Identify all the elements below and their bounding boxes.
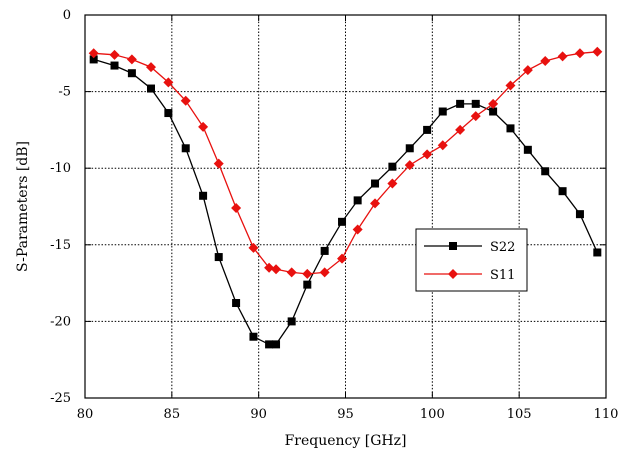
data-point-s22: [265, 340, 274, 349]
data-point-s11: [422, 149, 433, 160]
data-point-s22: [272, 340, 281, 349]
data-point-s11: [557, 51, 568, 62]
x-tick-labels: 80 85 90 95 100 105 110: [77, 407, 619, 422]
data-point-s22: [593, 248, 602, 257]
data-point-s11: [163, 77, 174, 88]
data-point-s11: [505, 80, 516, 91]
data-point-s11: [180, 95, 191, 106]
data-point-s11: [248, 242, 259, 253]
data-point-s11: [213, 158, 224, 169]
legend: S22 S11: [415, 228, 528, 292]
data-point-s22: [338, 217, 347, 226]
data-point-s22: [438, 107, 447, 116]
legend-marker-s22: [449, 242, 457, 250]
x-tick-label: 100: [420, 407, 445, 422]
legend-marker-shape: [448, 269, 458, 279]
x-tick-label: 95: [337, 407, 354, 422]
data-point-s22: [110, 61, 119, 70]
series-s22: [89, 55, 602, 349]
data-point-s11: [455, 124, 466, 135]
data-point-s22: [214, 253, 223, 262]
series-s11: [88, 46, 603, 279]
data-point-s11: [109, 49, 120, 60]
data-point-s11: [126, 54, 137, 65]
data-point-s11: [370, 198, 381, 209]
data-point-s22: [405, 144, 414, 153]
x-tick-label: 105: [507, 407, 532, 422]
y-tick-label: -20: [50, 314, 71, 329]
data-point-s22: [287, 317, 296, 326]
data-point-s11: [540, 55, 551, 66]
data-point-s22: [489, 107, 498, 116]
data-point-s11: [470, 111, 481, 122]
series-layer: [88, 46, 603, 349]
data-point-s11: [574, 48, 585, 59]
data-point-s22: [146, 84, 155, 93]
data-point-s22: [127, 69, 136, 78]
data-point-s22: [303, 280, 312, 289]
data-point-s22: [232, 299, 241, 308]
y-axis-label: S-Parameters [dB]: [15, 141, 31, 272]
y-tick-label: 0: [63, 8, 71, 23]
data-point-s11: [319, 267, 330, 278]
grid-lines: [85, 15, 606, 398]
data-point-s22: [506, 124, 515, 133]
data-point-s22: [353, 196, 362, 205]
y-tick-label: -25: [50, 391, 71, 406]
data-point-s22: [181, 144, 190, 153]
legend-label-s11: S11: [490, 268, 515, 283]
data-point-s22: [471, 99, 480, 108]
data-point-s11: [592, 46, 603, 57]
data-point-s11: [387, 178, 398, 189]
y-tick-label: -5: [58, 85, 71, 100]
axis-ticks: [84, 14, 607, 399]
data-point-s22: [575, 210, 584, 219]
legend-box: [415, 228, 528, 292]
y-tick-label: -15: [50, 238, 71, 253]
x-tick-label: 110: [594, 407, 619, 422]
y-tick-label: -10: [50, 161, 71, 176]
data-point-s22: [320, 246, 329, 255]
data-point-s11: [437, 140, 448, 151]
data-point-s11: [404, 160, 415, 171]
data-point-s11: [352, 224, 363, 235]
data-point-s22: [199, 191, 208, 200]
x-tick-label: 85: [164, 407, 181, 422]
data-point-s22: [423, 125, 432, 134]
legend-marker-s11: [448, 269, 458, 279]
data-point-s22: [456, 99, 465, 108]
data-point-s11: [302, 268, 313, 279]
data-point-s22: [164, 109, 173, 118]
data-point-s11: [271, 264, 282, 275]
data-point-s11: [198, 121, 209, 132]
data-point-s22: [523, 145, 532, 154]
data-point-s22: [388, 162, 397, 171]
data-point-s11: [286, 267, 297, 278]
data-point-s11: [145, 62, 156, 73]
x-tick-label: 80: [77, 407, 94, 422]
legend-marker-shape: [449, 242, 457, 250]
data-point-s11: [337, 253, 348, 264]
x-tick-label: 90: [250, 407, 267, 422]
data-point-s11: [88, 48, 99, 59]
data-point-s22: [541, 167, 550, 176]
data-point-s11: [231, 203, 242, 214]
data-point-s11: [488, 98, 499, 109]
data-point-s22: [371, 179, 380, 188]
data-point-s22: [89, 55, 98, 64]
data-point-s11: [522, 65, 533, 76]
data-point-s22: [249, 332, 258, 341]
data-point-s11: [264, 262, 275, 273]
y-tick-labels: 0 -5 -10 -15 -20 -25: [50, 8, 71, 406]
data-point-s22: [558, 187, 567, 196]
legend-label-s22: S22: [490, 240, 515, 255]
x-axis-label: Frequency [GHz]: [285, 433, 407, 449]
